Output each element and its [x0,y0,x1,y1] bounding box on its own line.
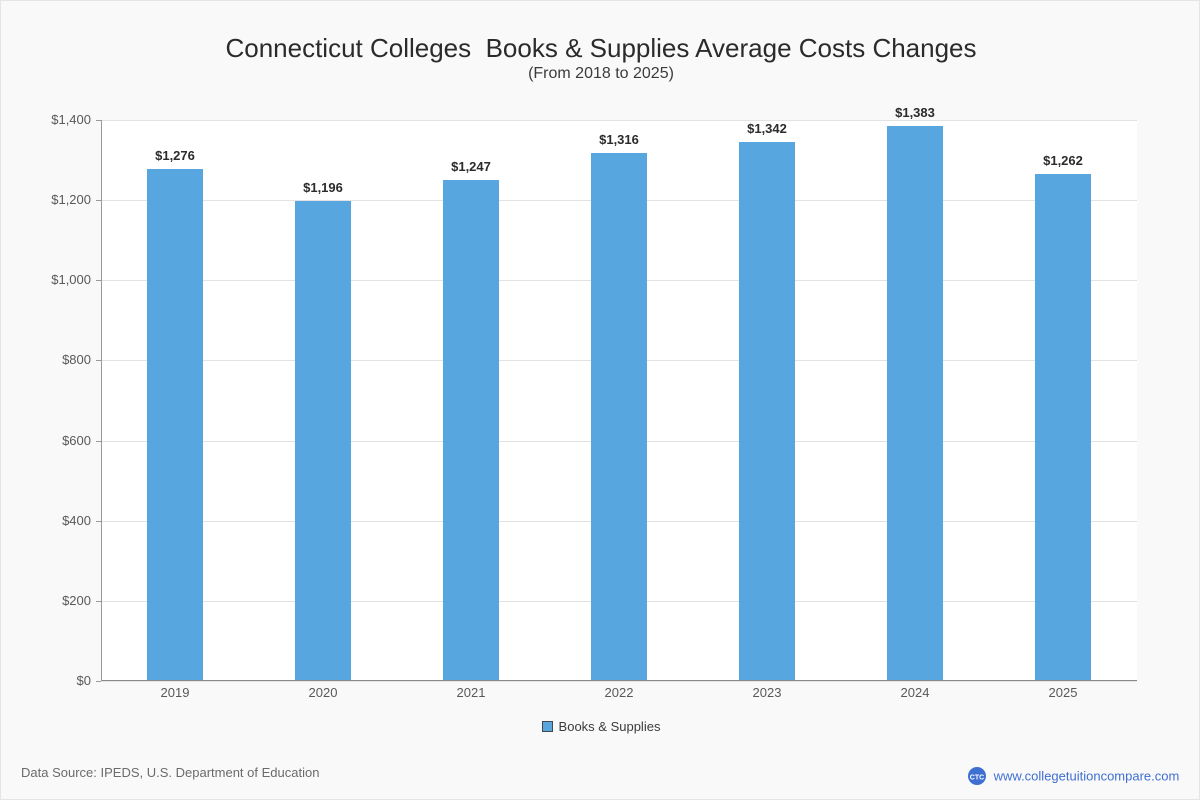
svg-text:CTC: CTC [970,775,984,782]
